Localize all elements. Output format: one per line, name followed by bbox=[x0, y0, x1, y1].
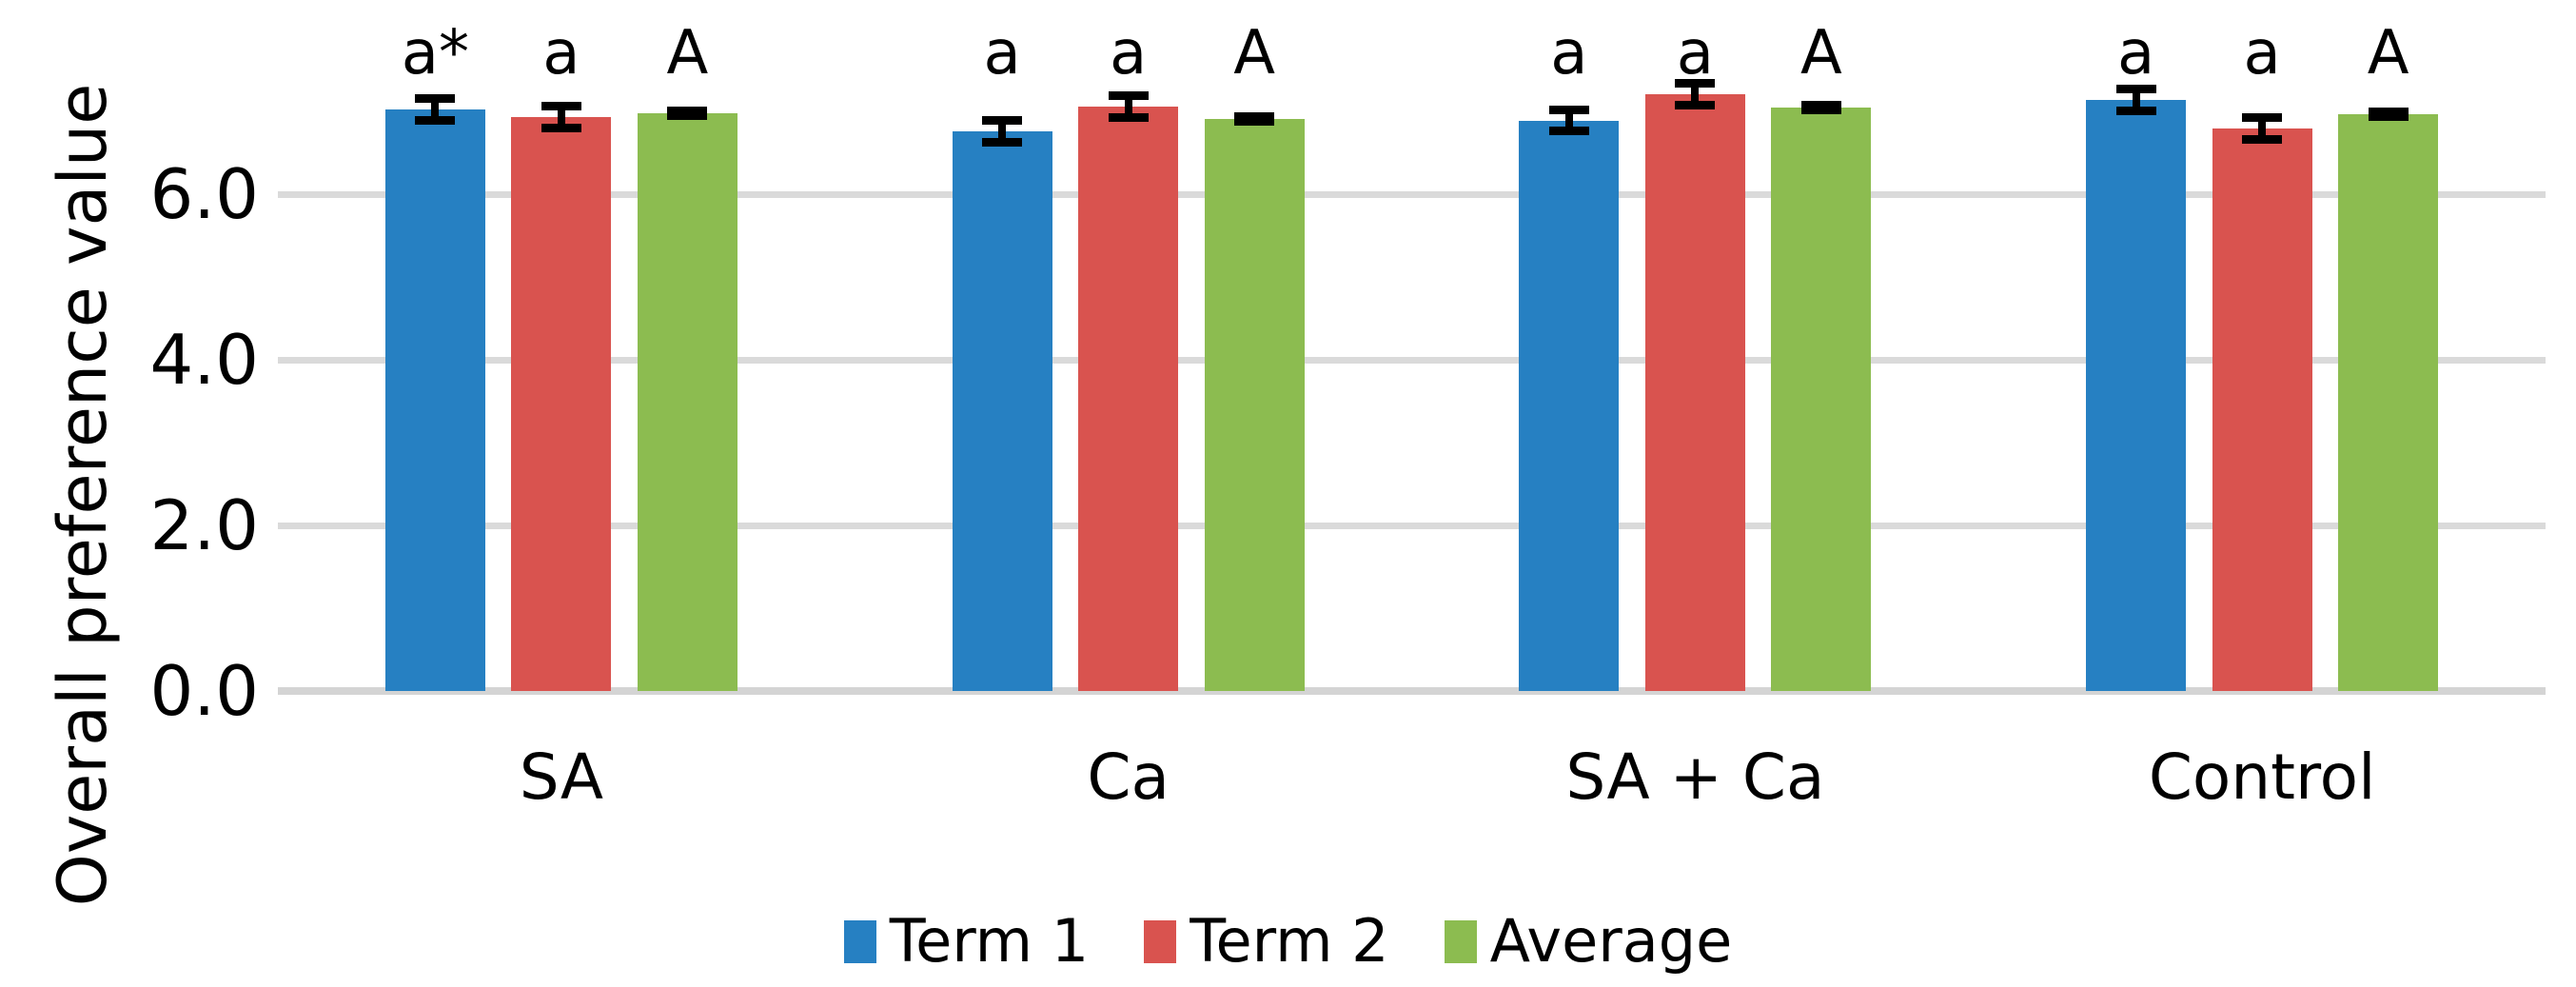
bar-cluster: a* a A bbox=[384, 23, 737, 691]
x-axis-labels: SA Ca SA + Ca Control bbox=[278, 744, 2546, 811]
bar bbox=[2086, 99, 2187, 691]
error-bar-cap-top bbox=[2115, 85, 2156, 94]
x-axis-label: SA + Ca bbox=[1565, 740, 1825, 814]
bar-annotation: a bbox=[1550, 18, 1588, 89]
error-bar-cap-top bbox=[1108, 90, 1149, 100]
error-bar-cap-bottom bbox=[1108, 112, 1149, 122]
bar-annotation: A bbox=[1799, 18, 1842, 89]
bar bbox=[1644, 93, 1745, 691]
legend-swatch bbox=[843, 919, 876, 963]
bar-slot: A bbox=[1771, 23, 1872, 691]
error-bar-cap-bottom bbox=[541, 123, 581, 132]
error-bar-stem bbox=[557, 106, 565, 128]
bar bbox=[1771, 107, 1872, 691]
bar-slot: a bbox=[1519, 23, 1620, 691]
bar-annotation: a bbox=[2243, 18, 2281, 89]
y-tick-label: 2.0 bbox=[149, 485, 259, 565]
y-tick-label: 6.0 bbox=[149, 154, 259, 234]
bar-annotation: a* bbox=[401, 18, 469, 89]
error-bar-cap-bottom bbox=[1800, 105, 1841, 114]
error-bar-cap-bottom bbox=[1548, 127, 1589, 136]
legend-label: Term 2 bbox=[1190, 906, 1389, 976]
bar bbox=[2212, 128, 2312, 691]
bar-annotation: A bbox=[666, 18, 709, 89]
bar bbox=[952, 130, 1052, 691]
legend-item: Term 2 bbox=[1144, 906, 1389, 976]
x-axis-label: Ca bbox=[1087, 740, 1170, 814]
x-axis-label: SA bbox=[519, 740, 604, 814]
legend-item: Term 1 bbox=[843, 906, 1090, 976]
error-bar-cap-bottom bbox=[1675, 100, 1716, 109]
error-bar-stem bbox=[1564, 109, 1573, 131]
error-bar-cap-top bbox=[541, 102, 581, 111]
y-tick-label: 0.0 bbox=[149, 651, 259, 731]
bar-annotation: a bbox=[1110, 18, 1148, 89]
bar-slot: a bbox=[2086, 23, 2187, 691]
error-bar-stem bbox=[998, 120, 1007, 143]
gridline bbox=[278, 190, 2546, 198]
error-bar-cap-bottom bbox=[1234, 116, 1275, 126]
legend-swatch bbox=[1144, 919, 1177, 963]
error-bar-cap-top bbox=[982, 116, 1023, 126]
error-bar-cap-top bbox=[2242, 113, 2283, 123]
bar-annotation: a bbox=[1676, 18, 1714, 89]
bar-slot: a bbox=[1644, 23, 1745, 691]
bar bbox=[2338, 113, 2439, 691]
error-bar-cap-bottom bbox=[667, 110, 708, 120]
bar-slot: A bbox=[2338, 23, 2439, 691]
error-bar-cap-bottom bbox=[415, 116, 456, 126]
error-bar-cap-top bbox=[2368, 107, 2409, 116]
legend-item: Average bbox=[1444, 906, 1733, 976]
bar bbox=[1204, 118, 1305, 691]
error-bar-cap-bottom bbox=[2368, 111, 2409, 121]
bar-slot: a bbox=[1078, 23, 1179, 691]
error-bar-cap-top bbox=[415, 94, 456, 104]
gridline bbox=[278, 356, 2546, 364]
bar-slot: a* bbox=[384, 23, 485, 691]
y-tick-label: 4.0 bbox=[149, 320, 259, 400]
error-bar-cap-bottom bbox=[2115, 106, 2156, 115]
error-bar-stem bbox=[2132, 89, 2140, 111]
legend-label: Average bbox=[1489, 906, 1733, 976]
gridline bbox=[278, 687, 2546, 695]
error-bar-stem bbox=[431, 98, 440, 121]
bar bbox=[1519, 120, 1620, 691]
legend-swatch bbox=[1444, 919, 1477, 963]
error-bar-cap-top bbox=[1548, 105, 1589, 114]
error-bar-cap-top bbox=[667, 106, 708, 115]
bar bbox=[511, 117, 612, 691]
bar-slot: A bbox=[1204, 23, 1305, 691]
bar bbox=[637, 112, 737, 691]
error-bar-stem bbox=[1124, 95, 1132, 118]
bar-annotation: A bbox=[1233, 18, 1276, 89]
error-bar-cap-top bbox=[1800, 100, 1841, 109]
error-bar-cap-top bbox=[1234, 111, 1275, 121]
error-bar-cap-bottom bbox=[2242, 135, 2283, 145]
bar bbox=[384, 109, 485, 691]
bar-slot: a bbox=[2212, 23, 2312, 691]
bar-annotation: a bbox=[2117, 18, 2155, 89]
x-axis-label: Control bbox=[2148, 740, 2376, 814]
error-bar-cap-bottom bbox=[982, 137, 1023, 147]
legend: Term 1 Term 2 Average bbox=[0, 912, 2576, 971]
bar-slot: A bbox=[637, 23, 737, 691]
gridline bbox=[278, 522, 2546, 529]
bar-slot: a bbox=[511, 23, 612, 691]
error-bar-stem bbox=[1691, 83, 1700, 106]
bar-slot: a bbox=[952, 23, 1052, 691]
bar-annotation: a bbox=[983, 18, 1021, 89]
bar-annotation: A bbox=[2367, 18, 2409, 89]
error-bar-cap-top bbox=[1675, 78, 1716, 88]
bar-annotation: a bbox=[542, 18, 580, 89]
bar bbox=[1078, 106, 1179, 691]
legend-label: Term 1 bbox=[889, 906, 1090, 976]
error-bar-stem bbox=[2258, 117, 2267, 140]
